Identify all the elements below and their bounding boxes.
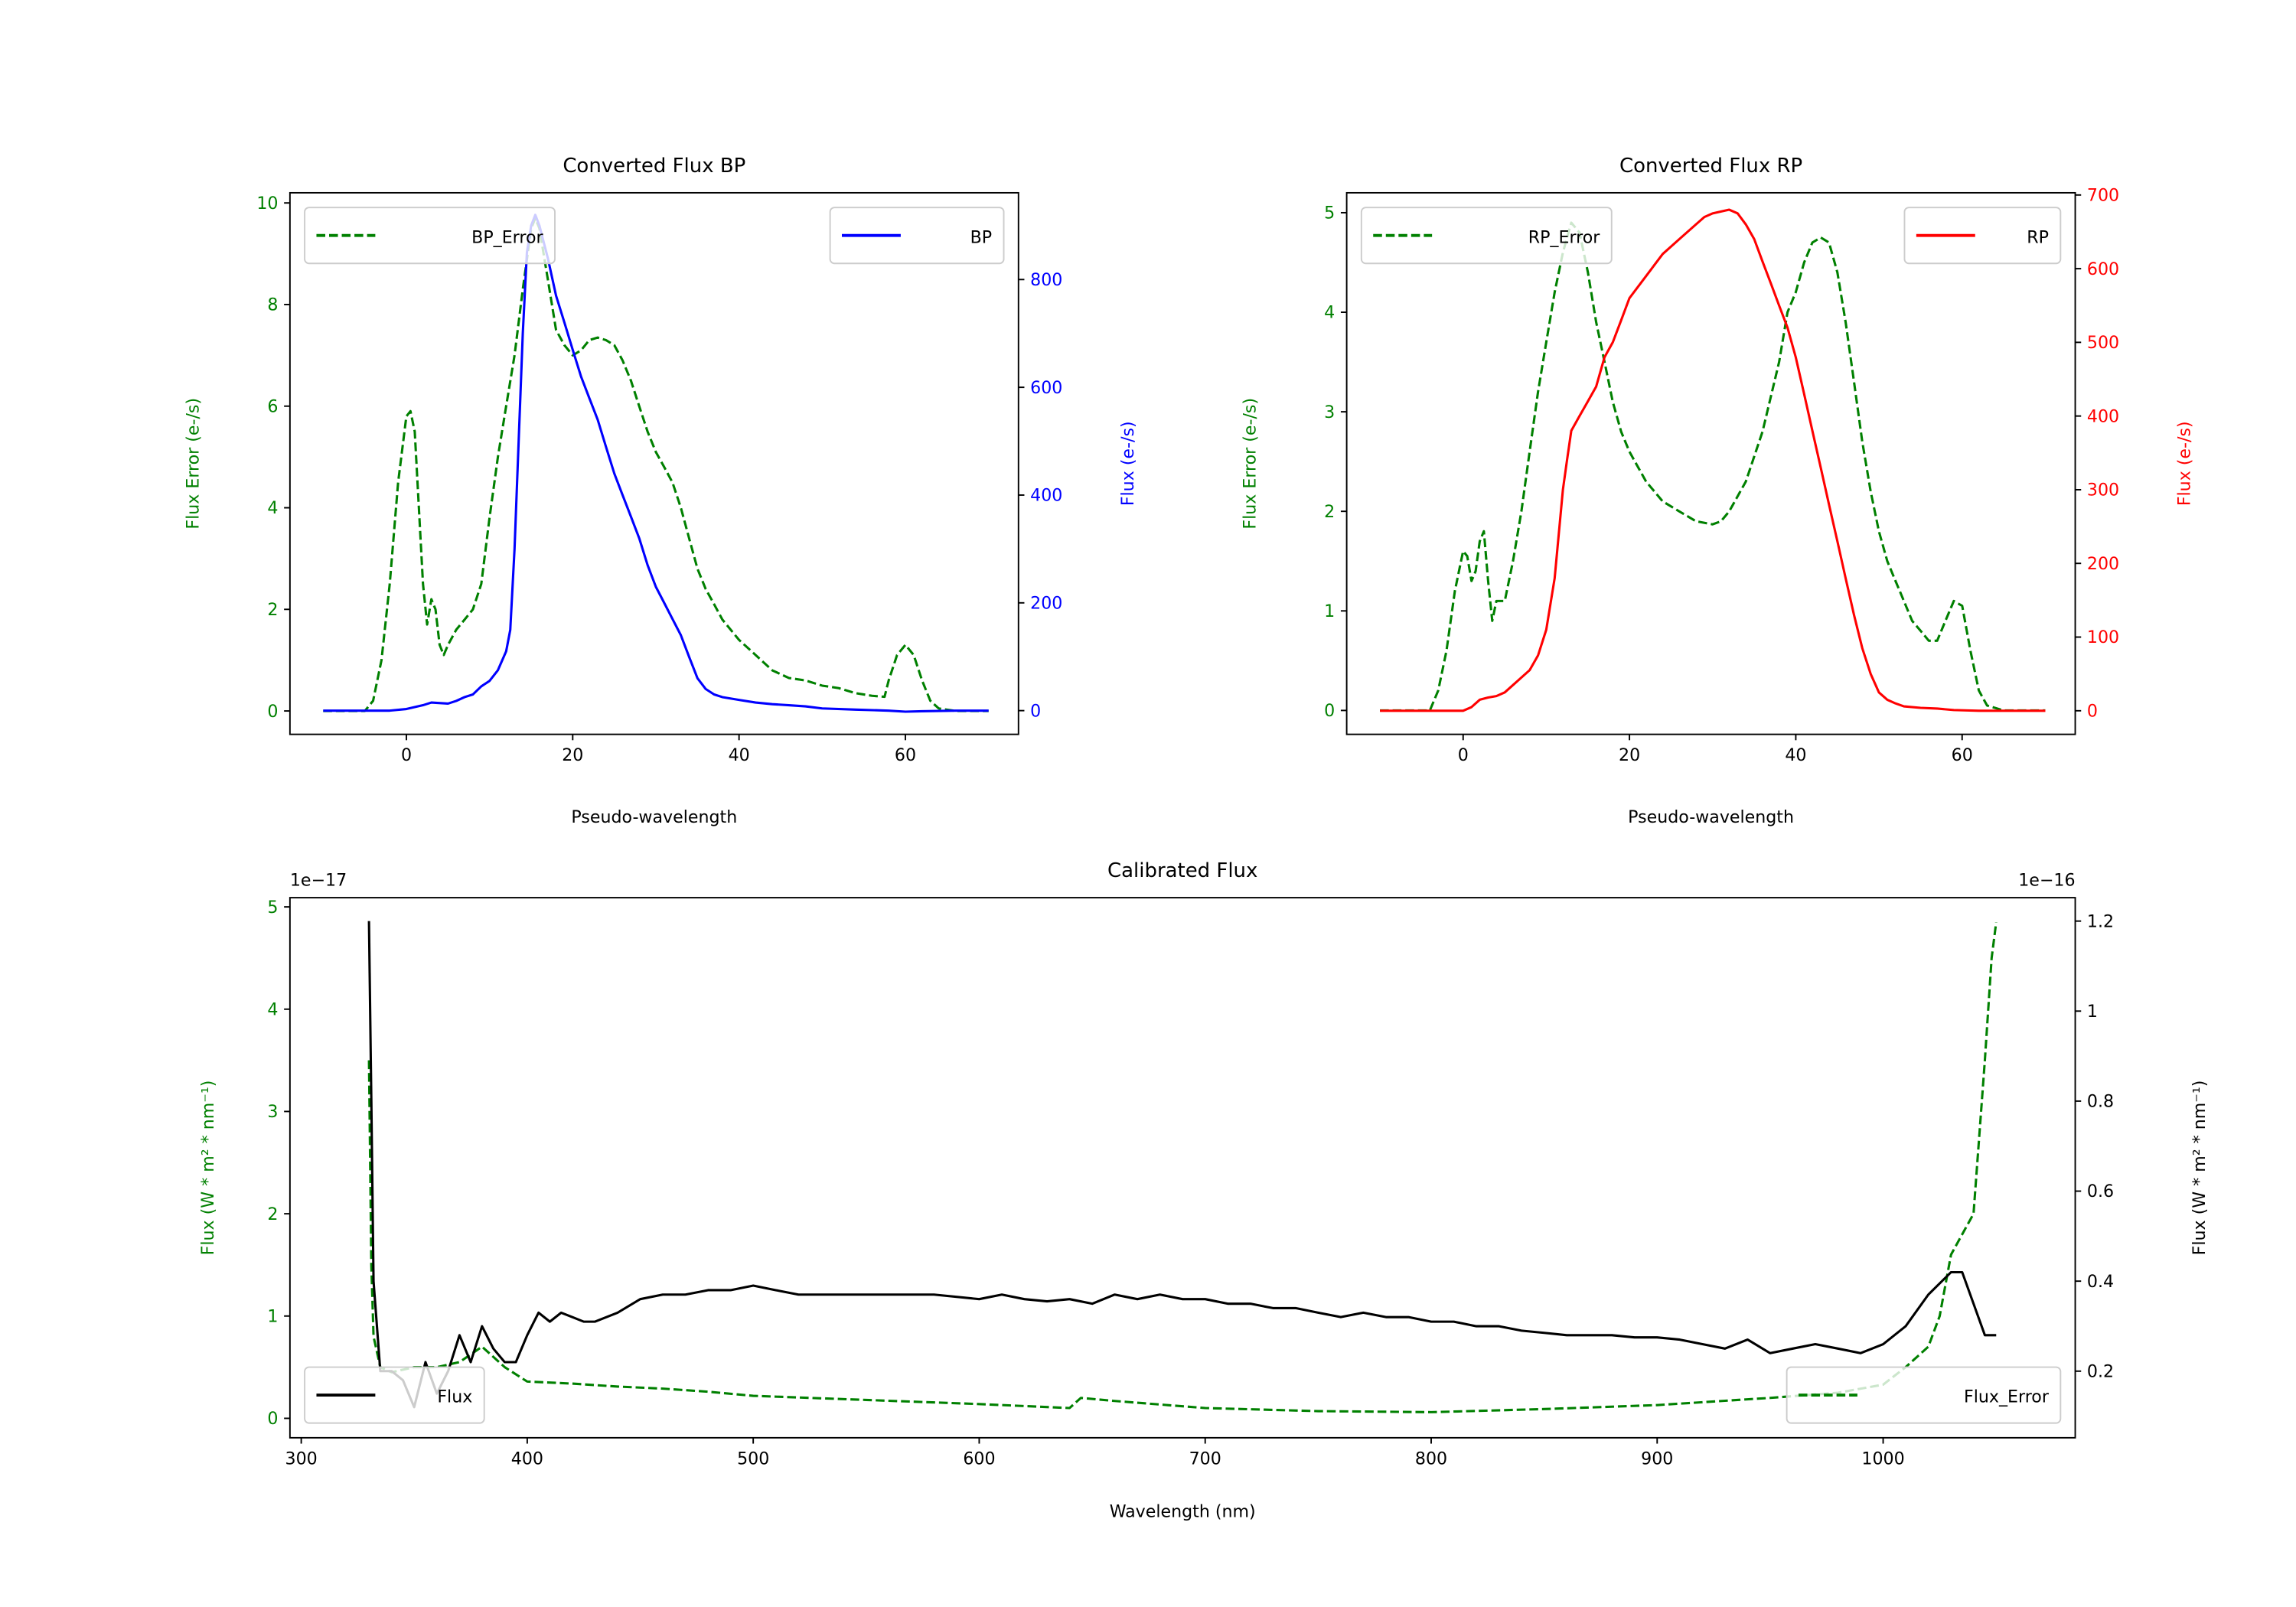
x-tick-label: 800 bbox=[1415, 1449, 1447, 1468]
y-right-tick-label: 500 bbox=[2087, 333, 2119, 353]
series-line-bp-error bbox=[323, 217, 989, 712]
y-right-tick-label: 1.2 bbox=[2087, 911, 2114, 931]
y-right-tick-label: 0 bbox=[1030, 701, 1041, 721]
legend-box bbox=[829, 207, 1005, 265]
y-left-tick-label: 0 bbox=[1324, 701, 1335, 721]
y-left-tick-label: 5 bbox=[1324, 204, 1335, 223]
legend-box bbox=[1360, 207, 1613, 265]
legend-label: Flux bbox=[437, 1387, 472, 1407]
x-axis-label: Pseudo-wavelength bbox=[571, 807, 737, 827]
chart-title: Converted Flux BP bbox=[563, 155, 745, 178]
series-line-flux-error bbox=[367, 921, 1998, 1413]
y-right-tick-label: 400 bbox=[2087, 406, 2119, 426]
axes-frame bbox=[289, 897, 2076, 1439]
x-tick-label: 0 bbox=[401, 745, 412, 765]
y-right-tick-label: 600 bbox=[1030, 378, 1062, 398]
legend-rp-error: RP_Error bbox=[1360, 207, 1613, 265]
y-left-tick-label: 4 bbox=[267, 498, 278, 518]
x-tick-label: 20 bbox=[562, 745, 583, 765]
y-left-tick-label: 3 bbox=[267, 1102, 278, 1122]
x-tick-label: 40 bbox=[729, 745, 750, 765]
y-left-axis-label: Flux (W * m² * nm⁻¹) bbox=[198, 1081, 218, 1256]
y-left-offset-label: 1e−17 bbox=[290, 871, 347, 891]
y-left-tick-label: 6 bbox=[267, 396, 278, 416]
axes-frame bbox=[1345, 191, 2076, 735]
y-right-tick-label: 0.4 bbox=[2087, 1272, 2114, 1292]
y-right-tick-label: 700 bbox=[2087, 186, 2119, 206]
x-tick-label: 500 bbox=[737, 1449, 769, 1468]
y-left-tick-label: 8 bbox=[267, 295, 278, 315]
y-right-tick-label: 600 bbox=[2087, 259, 2119, 279]
chart-title: Calibrated Flux bbox=[1107, 859, 1257, 882]
chart-title: Converted Flux RP bbox=[1619, 155, 1802, 178]
y-right-tick-label: 300 bbox=[2087, 481, 2119, 500]
legend-bp-error: BP_Error bbox=[304, 207, 556, 265]
y-left-tick-label: 10 bbox=[256, 194, 278, 214]
y-left-axis-label: Flux Error (e-/s) bbox=[1240, 398, 1260, 530]
legend-bp: BP bbox=[829, 207, 1005, 265]
y-right-axis-label: Flux (e-/s) bbox=[1118, 421, 1138, 506]
x-tick-label: 900 bbox=[1641, 1449, 1673, 1468]
legend-flux-error: Flux_Error bbox=[1786, 1366, 2062, 1424]
legend-box bbox=[304, 207, 556, 265]
axes-frame bbox=[289, 191, 1019, 735]
legend-box bbox=[1786, 1366, 2062, 1424]
x-tick-label: 300 bbox=[285, 1449, 318, 1468]
chart-panel-3: 300 400 500 600 700 800 900 1000 0 1 2 3 4 5 0.2 0.4 0.6… bbox=[198, 859, 2210, 1522]
series-line-rp-error bbox=[1380, 221, 2046, 712]
series-line-rp bbox=[1380, 208, 2046, 712]
legend-label: RP bbox=[2027, 227, 2049, 247]
y-left-tick-label: 5 bbox=[267, 898, 278, 918]
y-right-tick-label: 1 bbox=[2087, 1002, 2098, 1022]
x-tick-label: 0 bbox=[1458, 745, 1469, 765]
series-line-bp bbox=[323, 214, 989, 713]
y-left-tick-label: 4 bbox=[267, 999, 278, 1019]
legend-box bbox=[1903, 207, 2062, 265]
y-left-tick-label: 0 bbox=[267, 702, 278, 722]
x-tick-label: 400 bbox=[511, 1449, 543, 1468]
y-right-tick-label: 0.2 bbox=[2087, 1361, 2114, 1381]
y-right-tick-label: 200 bbox=[1030, 593, 1062, 613]
chart-panel-2: 0 20 40 600123450100200300400500600700Conve… bbox=[1240, 155, 2194, 827]
x-tick-label: 60 bbox=[895, 745, 916, 765]
y-left-tick-label: 2 bbox=[267, 1204, 278, 1224]
y-left-tick-label: 0 bbox=[267, 1409, 278, 1429]
x-tick-label: 20 bbox=[1619, 745, 1640, 765]
y-left-tick-label: 1 bbox=[267, 1306, 278, 1326]
x-tick-label: 700 bbox=[1189, 1449, 1221, 1468]
x-tick-label: 60 bbox=[1952, 745, 1973, 765]
x-axis-label: Pseudo-wavelength bbox=[1628, 807, 1794, 827]
legend-label: BP bbox=[970, 227, 993, 247]
y-right-tick-label: 0 bbox=[2087, 701, 2098, 721]
y-left-tick-label: 4 bbox=[1324, 303, 1335, 323]
y-right-tick-label: 800 bbox=[1030, 270, 1062, 290]
legend-rp: RP bbox=[1903, 207, 2062, 265]
x-tick-label: 600 bbox=[963, 1449, 995, 1468]
legend-box bbox=[304, 1366, 485, 1424]
y-right-axis-label: Flux (W * m² * nm⁻¹) bbox=[2190, 1081, 2210, 1256]
y-right-offset-label: 1e−16 bbox=[2018, 871, 2075, 891]
x-tick-label: 40 bbox=[1785, 745, 1806, 765]
y-right-tick-label: 200 bbox=[2087, 554, 2119, 574]
y-right-tick-label: 400 bbox=[1030, 486, 1062, 506]
y-right-tick-label: 0.8 bbox=[2087, 1092, 2114, 1112]
legend-label: RP_Error bbox=[1528, 227, 1601, 247]
y-left-tick-label: 2 bbox=[267, 600, 278, 620]
legend-label: BP_Error bbox=[471, 227, 543, 247]
series-line-flux bbox=[367, 921, 1997, 1409]
legend-label: Flux_Error bbox=[1964, 1387, 2050, 1407]
y-right-axis-label: Flux (e-/s) bbox=[2175, 421, 2195, 506]
y-left-tick-label: 2 bbox=[1324, 502, 1335, 522]
y-right-tick-label: 100 bbox=[2087, 627, 2119, 647]
x-tick-label: 1000 bbox=[1861, 1449, 1904, 1468]
x-axis-label: Wavelength (nm) bbox=[1110, 1502, 1256, 1522]
y-left-tick-label: 1 bbox=[1324, 601, 1335, 621]
y-left-tick-label: 3 bbox=[1324, 403, 1335, 422]
y-right-tick-label: 0.6 bbox=[2087, 1182, 2114, 1201]
legend-flux: Flux bbox=[304, 1366, 485, 1424]
y-left-axis-label: Flux Error (e-/s) bbox=[184, 398, 204, 530]
